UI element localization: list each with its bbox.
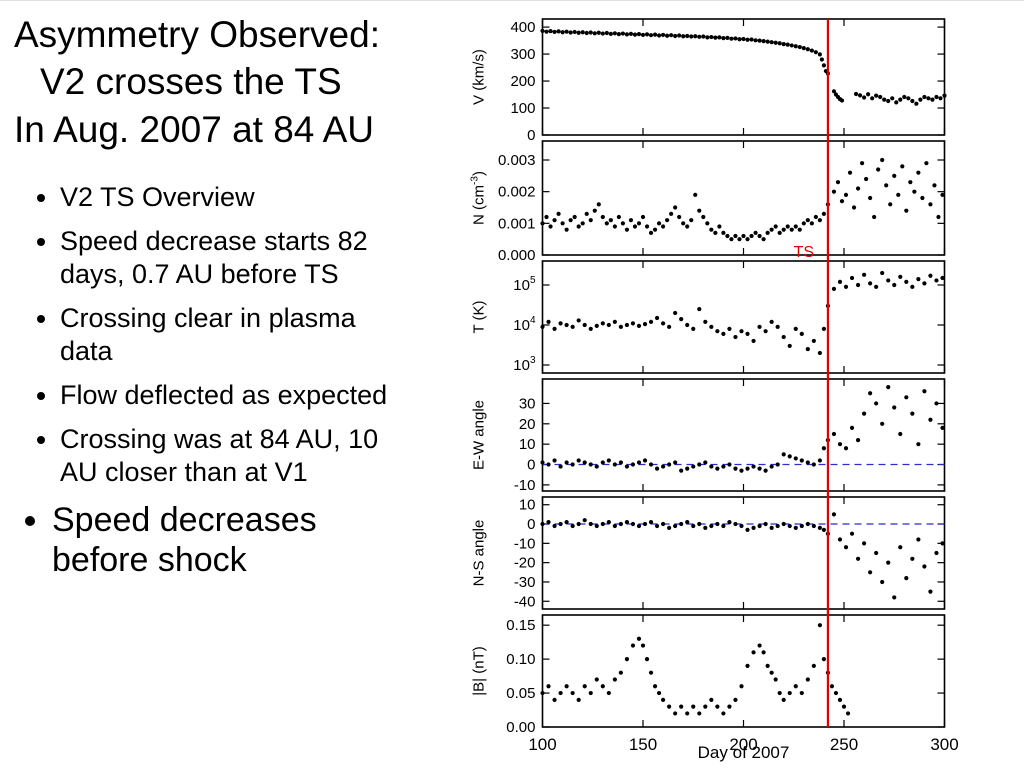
y-tick-label: 105 bbox=[513, 275, 536, 294]
y-axis-label: |B| (nT) bbox=[471, 646, 488, 695]
bullet-item: Flow deflected as expected bbox=[60, 379, 412, 412]
y-tick-label: 0.15 bbox=[506, 617, 535, 634]
y-tick-label: 0 bbox=[527, 127, 535, 144]
y-axis-label: N-S angle bbox=[471, 520, 488, 587]
bullet-item: Speed decrease starts 82 days, 0.7 AU be… bbox=[60, 225, 412, 291]
y-tick-label: 10 bbox=[519, 497, 536, 514]
text-column: Asymmetry Observed: V2 crosses the TS In… bbox=[14, 11, 459, 592]
y-tick-label: 104 bbox=[513, 315, 536, 334]
bullet-text: Speed decrease starts 82 days, 0.7 AU be… bbox=[60, 226, 368, 289]
y-tick-label: 0.05 bbox=[506, 685, 535, 702]
y-tick-label: 30 bbox=[519, 395, 536, 412]
y-tick-label: 300 bbox=[510, 46, 535, 63]
x-axis-title: Day of 2007 bbox=[698, 743, 790, 762]
bullet-item-emphasis: Speed decreases before shock bbox=[52, 500, 412, 582]
bullet-text: Crossing clear in plasma data bbox=[60, 302, 356, 366]
bullet-item: Crossing clear in plasma data bbox=[60, 302, 412, 368]
y-tick-label: 0.001 bbox=[498, 215, 536, 232]
y-tick-label: 0.10 bbox=[506, 651, 535, 668]
y-tick-label: -10 bbox=[514, 535, 536, 552]
panel-n: 0.000 0.001 0.002 0.003 N (cm-3) bbox=[470, 140, 946, 264]
data-points-v bbox=[540, 28, 947, 106]
y-axis-label: E-W angle bbox=[471, 400, 488, 470]
y-tick-label: -30 bbox=[514, 574, 536, 591]
bullet-text: V2 TS Overview bbox=[60, 182, 255, 213]
bullet-list: V2 TS Overview Speed decrease starts 82 … bbox=[14, 181, 412, 581]
panel-v: 0 100 200 300 400 V (km/s) bbox=[471, 18, 947, 144]
x-tick-label: 150 bbox=[629, 735, 657, 754]
y-tick-label: 0.000 bbox=[498, 247, 536, 264]
y-axis-label: V (km/s) bbox=[471, 49, 488, 105]
x-tick-label: 300 bbox=[930, 735, 958, 754]
slide-title: Asymmetry Observed: V2 crosses the TS In… bbox=[14, 11, 459, 153]
bullet-text: Speed decreases before shock bbox=[52, 500, 317, 580]
y-tick-label: 0 bbox=[527, 457, 535, 474]
y-tick-label: -10 bbox=[514, 477, 536, 494]
panel-ew: -10 0 10 20 30 E-W angle bbox=[471, 378, 946, 494]
y-tick-label: -40 bbox=[514, 593, 536, 610]
ts-label: TS bbox=[794, 244, 814, 261]
data-points-t bbox=[540, 270, 945, 356]
y-tick-label: 400 bbox=[510, 19, 535, 36]
y-axis-label: N (cm-3) bbox=[470, 171, 488, 225]
title-line-3: In Aug. 2007 at 84 AU bbox=[14, 108, 375, 150]
y-tick-label: 0.003 bbox=[498, 152, 536, 169]
x-tick-label: 200 bbox=[729, 735, 757, 754]
data-points-n bbox=[540, 157, 945, 242]
y-tick-label: -20 bbox=[514, 555, 536, 572]
panel-ns: -40 -30 -20 -10 0 10 N-S angle bbox=[471, 496, 946, 610]
bullet-item: V2 TS Overview bbox=[60, 181, 412, 214]
bullet-text: Flow deflected as expected bbox=[60, 379, 388, 410]
y-tick-label: 0.00 bbox=[506, 719, 535, 736]
panel-b: 100 150 200 250 300 0.00 0.05 0.10 0.15 |B| (nT) bbox=[471, 614, 959, 754]
panel-t: 103 104 105 T (K) bbox=[471, 260, 946, 374]
y-tick-label: 103 bbox=[513, 355, 536, 374]
x-tick-label: 250 bbox=[830, 735, 858, 754]
y-axis-label: T (K) bbox=[471, 300, 488, 333]
y-tick-label: 200 bbox=[510, 73, 535, 90]
bullet-text: Crossing was at 84 AU, 10 AU closer than… bbox=[60, 423, 379, 487]
data-points-ns bbox=[540, 512, 945, 600]
x-tick-label: 100 bbox=[528, 735, 556, 754]
v2-ts-figure: 0 100 200 300 400 V (km/s) 0.000 0.001 0.002 0.00… bbox=[455, 5, 1015, 765]
y-tick-label: 0 bbox=[527, 516, 535, 533]
bullet-item: Crossing was at 84 AU, 10 AU closer than… bbox=[60, 423, 412, 489]
y-tick-label: 20 bbox=[519, 416, 536, 433]
data-points-b bbox=[540, 623, 851, 716]
data-points-ew bbox=[540, 385, 945, 473]
title-line-1: Asymmetry Observed: bbox=[14, 14, 380, 55]
y-tick-label: 10 bbox=[519, 436, 536, 453]
title-line-2: V2 crosses the TS bbox=[40, 61, 342, 103]
y-tick-label: 0.002 bbox=[498, 184, 536, 201]
y-tick-label: 100 bbox=[510, 100, 535, 117]
